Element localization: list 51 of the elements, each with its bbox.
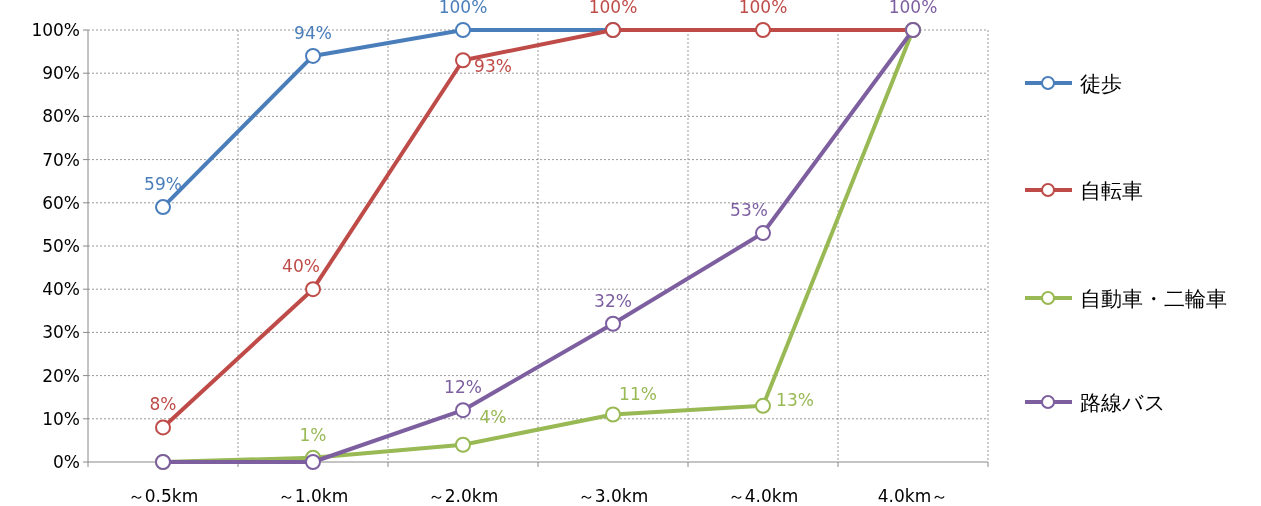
point [455, 52, 471, 69]
y-tick-label: 50% [42, 236, 80, 256]
x-tick-label: ～2.0km [427, 486, 499, 506]
x-tick-label: ～1.0km [277, 486, 349, 506]
data-label: 100% [738, 0, 788, 17]
data-label: 11% [619, 384, 657, 405]
point [155, 419, 171, 436]
point [755, 22, 771, 38]
data-label: 100% [588, 0, 638, 17]
y-tick-label: 100% [31, 20, 80, 40]
data-label: 12% [444, 377, 482, 398]
x-tick-label: ～0.5km [127, 486, 199, 506]
point [605, 406, 621, 423]
point [755, 225, 771, 242]
point [455, 436, 471, 453]
data-label: 94% [294, 22, 332, 43]
data-label: 100% [438, 0, 488, 17]
legend-label: 自動車・二輪車 [1080, 287, 1227, 311]
data-label: 8% [149, 394, 177, 415]
point [455, 402, 471, 419]
data-label: 93% [474, 56, 512, 77]
point [305, 281, 321, 298]
y-tick-label: 30% [42, 322, 80, 343]
x-tick-label: ～3.0km [577, 486, 649, 506]
data-label: 1% [299, 424, 327, 445]
y-tick-label: 10% [42, 408, 80, 429]
y-tick-label: 20% [42, 365, 80, 386]
legend-label: 自転車 [1080, 179, 1143, 203]
y-tick-label: 0% [53, 452, 80, 472]
data-label: 100% [888, 0, 938, 17]
data-label: 53% [730, 200, 768, 221]
point [305, 454, 321, 470]
y-tick-label: 70% [42, 149, 80, 170]
y-tick-label: 40% [42, 279, 80, 300]
legend-label: 徒歩 [1080, 72, 1122, 96]
x-tick-label: ～4.0km [727, 486, 799, 506]
legend-label: 路線バス [1080, 391, 1166, 415]
point [755, 397, 771, 414]
y-tick-label: 80% [42, 106, 80, 127]
data-label: 59% [144, 174, 182, 195]
data-label: 13% [776, 389, 814, 410]
data-label: 40% [282, 256, 320, 277]
data-label: 4% [479, 406, 507, 427]
data-label: 32% [594, 290, 632, 311]
point [455, 22, 471, 38]
y-tick-label: 60% [42, 192, 80, 213]
point [155, 199, 171, 216]
point [605, 315, 621, 332]
point [305, 47, 321, 64]
x-tick-label: 4.0km～ [877, 486, 949, 506]
y-tick-label: 90% [42, 63, 80, 84]
